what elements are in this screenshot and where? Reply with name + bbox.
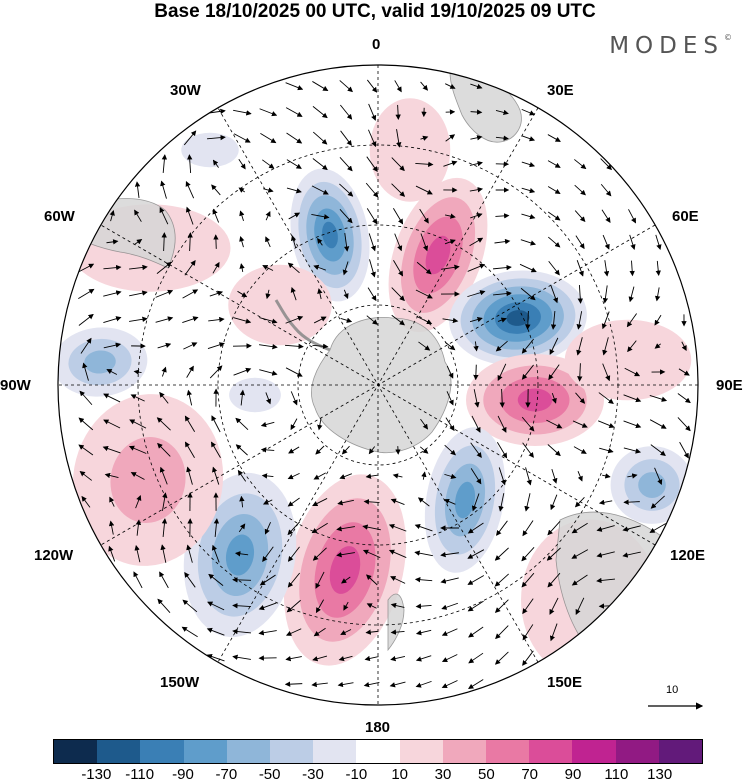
longitude-label-120e: 120E [670,547,705,564]
longitude-label-150w: 150W [160,674,199,691]
colorbar-segment [184,740,227,763]
longitude-label-90e: 90E [716,377,743,394]
colorbar [53,739,703,764]
colorbar-ticks: -130 -110 -90 -70 -50 -30 -10 10 30 50 70 90 110 130 [0,766,750,784]
colorbar-tick-label: -30 [302,766,324,783]
longitude-label-90w: 90W [0,377,31,394]
colorbar-segment [572,740,615,763]
wind-vector-arrow [233,580,251,581]
colorbar-tick-label: -50 [259,766,281,783]
colorbar-segment [140,740,183,763]
wind-vector-arrow [216,235,217,249]
reference-vector [646,684,704,714]
colorbar-segment [400,740,443,763]
longitude-label-30w: 30W [170,82,201,99]
longitude-label-0: 0 [372,36,380,53]
anomaly-contour [518,389,553,412]
colorbar-segment [529,740,572,763]
colorbar-segment [227,740,270,763]
australia-land [556,512,690,660]
longitude-label-60w: 60W [44,208,75,225]
colorbar-segment [313,740,356,763]
colorbar-segment [356,740,399,763]
wind-vector-arrow [476,365,477,380]
colorbar-tick-label: 50 [478,766,495,783]
colorbar-tick-label: 130 [647,766,672,783]
longitude-label-60e: 60E [672,208,699,225]
colorbar-tick-label: -10 [345,766,367,783]
colorbar-segment [616,740,659,763]
colorbar-tick-label: -70 [215,766,237,783]
colorbar-tick-label: 10 [391,766,408,783]
colorbar-segment [659,740,702,763]
anomaly-contour [638,472,666,498]
anomaly-contour [229,378,281,413]
longitude-label-120w: 120W [34,547,73,564]
colorbar-segment [54,740,97,763]
colorbar-tick-label: 70 [521,766,538,783]
colorbar-tick-label: 90 [565,766,582,783]
colorbar-tick-label: 110 [604,766,628,783]
colorbar-tick-label: -130 [81,766,111,783]
colorbar-tick-label: -90 [172,766,194,783]
colorbar-tick-label: 30 [435,766,452,783]
longitude-label-150e: 150E [547,674,582,691]
anomaly-contour [565,320,692,401]
colorbar-segment [486,740,529,763]
colorbar-tick-label: -110 [125,766,154,783]
colorbar-segment [270,740,313,763]
wind-vector-arrow [600,606,613,607]
longitude-label-30e: 30E [547,82,574,99]
anomaly-contour [370,98,451,202]
colorbar-segment [443,740,486,763]
longitude-label-180: 180 [365,719,390,736]
colorbar-segment [97,740,140,763]
